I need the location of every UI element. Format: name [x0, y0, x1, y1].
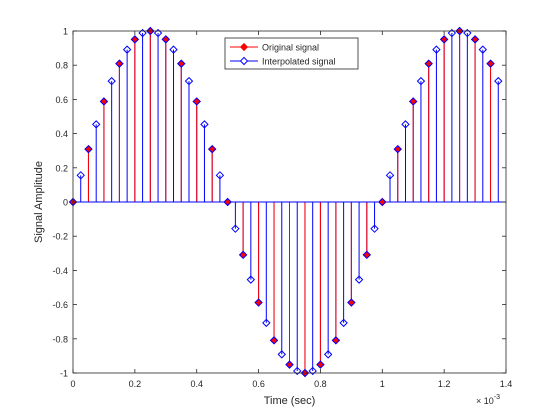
x-tick-label: 1 — [380, 379, 385, 389]
interpolated-point — [115, 59, 124, 68]
ticks-layer — [72, 30, 507, 374]
interpolated-point — [285, 360, 294, 369]
interpolated-point — [262, 318, 271, 328]
y-tick-label: 0 — [63, 198, 68, 208]
x-tick-label: 0.6 — [252, 379, 265, 389]
interpolated-point — [439, 35, 449, 44]
interpolated-point — [99, 97, 109, 106]
interpolated-point — [470, 35, 480, 44]
interpolated-point — [432, 45, 441, 54]
interpolated-point — [277, 350, 286, 359]
interpolated-point — [146, 26, 155, 36]
interpolated-point — [223, 197, 232, 207]
interpolated-point — [107, 76, 116, 86]
interpolated-point — [122, 45, 132, 54]
tick-labels-layer: 0 0.2 0.4 0.6 0.8 1 1.2 1.4 -1 -0.8 -0.6 -0.4 -0.2 0 0… — [52, 27, 512, 390]
y-tick-label: -0.2 — [52, 232, 68, 242]
x-axis-label: Time (sec) — [264, 395, 316, 407]
x-tick-label: 0.4 — [190, 379, 203, 389]
interpolated-point — [192, 97, 201, 106]
y-tick-label: 0.4 — [55, 129, 68, 139]
y-tick-label: -0.6 — [52, 300, 68, 310]
interpolated-point — [416, 76, 426, 86]
y-tick-label: -0.4 — [52, 266, 68, 276]
legend-marker-interpolated — [239, 56, 249, 66]
interpolated-point — [231, 224, 240, 233]
interpolated-point — [76, 171, 85, 180]
legend: Original signal Interpolated signal — [224, 37, 359, 70]
interpolated-point — [269, 336, 279, 345]
interpolated-point — [331, 336, 341, 345]
interpolated-point — [455, 26, 464, 36]
interpolated-point — [486, 59, 495, 68]
interpolated-point — [200, 120, 209, 129]
interpolated-point — [184, 76, 194, 86]
interpolated-point — [153, 28, 163, 38]
y-axis-label: Signal Amplitude — [33, 161, 45, 243]
y-tick-label: 0.6 — [55, 95, 68, 105]
interpolated-point — [84, 144, 93, 154]
interpolated-point — [424, 59, 433, 68]
x-tick-label: 1.4 — [500, 379, 513, 389]
interpolated-point — [378, 197, 387, 207]
interpolated-point — [447, 28, 457, 38]
interpolated-point — [463, 28, 472, 38]
x-exponent-base: × 10 — [476, 396, 494, 406]
y-tick-label: 0.2 — [55, 163, 68, 173]
x-tick-label: 0.8 — [314, 379, 327, 389]
markers-layer — [68, 26, 503, 378]
interpolated-point — [323, 350, 333, 359]
interpolated-point — [339, 318, 348, 328]
legend-marker-original — [239, 42, 249, 52]
interpolated-point — [401, 120, 410, 129]
legend-box — [224, 37, 359, 70]
interpolated-point — [362, 250, 372, 260]
interpolated-point — [354, 275, 364, 284]
y-tick-label: -1 — [60, 369, 68, 379]
interpolated-point — [385, 171, 395, 180]
interpolated-point — [215, 171, 225, 180]
legend-label-original: Original signal — [262, 43, 319, 53]
x-tick-label: 0 — [70, 379, 75, 389]
interpolated-point — [316, 360, 325, 369]
interpolated-point — [300, 368, 310, 378]
interpolated-point — [393, 144, 402, 154]
y-tick-label: -0.8 — [52, 334, 68, 344]
interpolated-point — [207, 144, 217, 154]
interpolated-point — [177, 59, 186, 68]
y-tick-label: 0.8 — [55, 61, 68, 71]
x-tick-label: 0.2 — [129, 379, 142, 389]
interpolated-point — [138, 28, 147, 38]
stems-layer — [80, 31, 499, 373]
x-exponent-power: -3 — [494, 394, 500, 401]
legend-label-interpolated: Interpolated signal — [262, 57, 336, 67]
interpolated-point — [370, 224, 379, 233]
interpolated-point — [254, 298, 263, 307]
interpolated-point — [169, 45, 178, 54]
interpolated-point — [91, 120, 101, 129]
interpolated-point — [347, 298, 356, 307]
interpolated-point — [246, 275, 256, 284]
interpolated-point — [308, 366, 317, 376]
y-tick-label: 1 — [63, 27, 68, 37]
interpolated-point — [293, 366, 302, 376]
interpolated-point — [238, 250, 248, 260]
interpolated-point — [409, 97, 418, 106]
x-tick-label: 1.2 — [438, 379, 451, 389]
x-exponent-label: × 10-3 — [476, 394, 500, 406]
interpolated-point — [478, 45, 488, 54]
interpolated-point — [130, 35, 140, 44]
interpolated-point — [161, 35, 170, 44]
interpolated-point — [494, 76, 503, 86]
